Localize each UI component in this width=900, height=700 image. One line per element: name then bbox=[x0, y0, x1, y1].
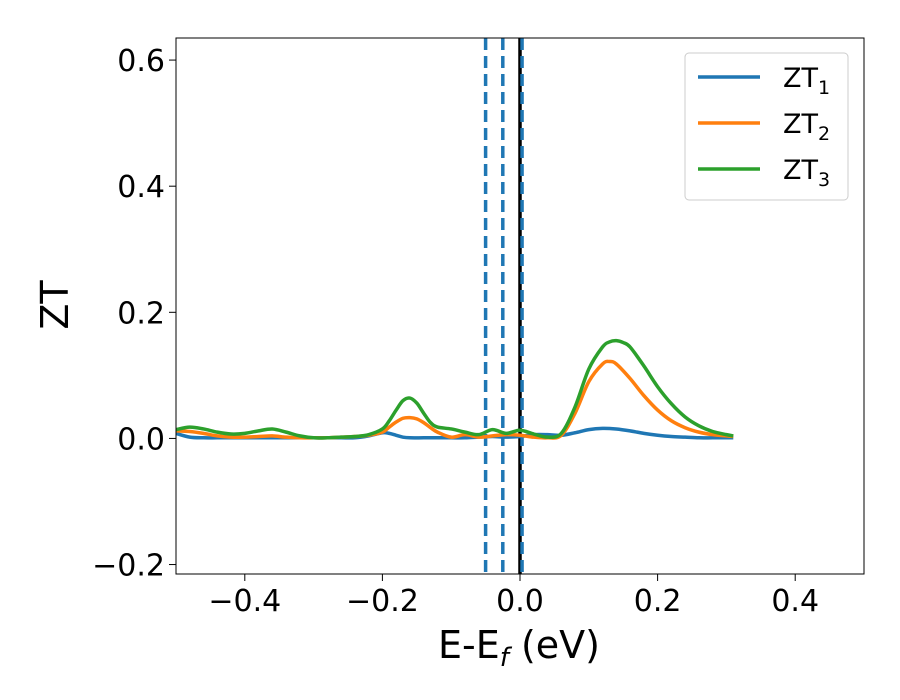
legend-label-zt1: ZT1 bbox=[783, 63, 830, 99]
x-axis-ticks: −0.4 −0.2 0.0 0.2 0.4 bbox=[208, 574, 819, 619]
series-lines bbox=[175, 338, 734, 440]
reference-lines bbox=[483, 38, 524, 574]
y-tick-label: 0.2 bbox=[117, 296, 165, 331]
y-tick-label: 0.6 bbox=[117, 44, 165, 79]
legend-box bbox=[684, 52, 849, 201]
y-tick-label: 0.4 bbox=[117, 170, 165, 205]
x-axis-title-unit: (eV) bbox=[509, 623, 600, 667]
x-tick-label: 0.0 bbox=[496, 584, 544, 619]
y-tick-label: −0.2 bbox=[92, 549, 165, 584]
x-tick-label: −0.4 bbox=[208, 584, 281, 619]
x-axis-title-main: E-E bbox=[438, 623, 500, 667]
legend-label-zt2: ZT2 bbox=[783, 109, 830, 145]
x-axis-title: E-Ef (eV) bbox=[438, 623, 600, 673]
y-axis-title: ZT bbox=[33, 280, 77, 330]
legend: ZT1 ZT2 ZT3 bbox=[684, 52, 849, 201]
series-line-zt3 bbox=[175, 338, 734, 440]
x-tick-label: 0.4 bbox=[771, 584, 819, 619]
x-tick-label: −0.2 bbox=[346, 584, 419, 619]
y-axis-ticks: −0.2 0.0 0.2 0.4 0.6 bbox=[92, 44, 176, 584]
series-line-zt1 bbox=[175, 426, 734, 440]
legend-label-zt3: ZT3 bbox=[783, 155, 830, 191]
x-tick-label: 0.2 bbox=[634, 584, 682, 619]
y-tick-label: 0.0 bbox=[117, 422, 165, 457]
series-line-zt2 bbox=[175, 359, 734, 440]
